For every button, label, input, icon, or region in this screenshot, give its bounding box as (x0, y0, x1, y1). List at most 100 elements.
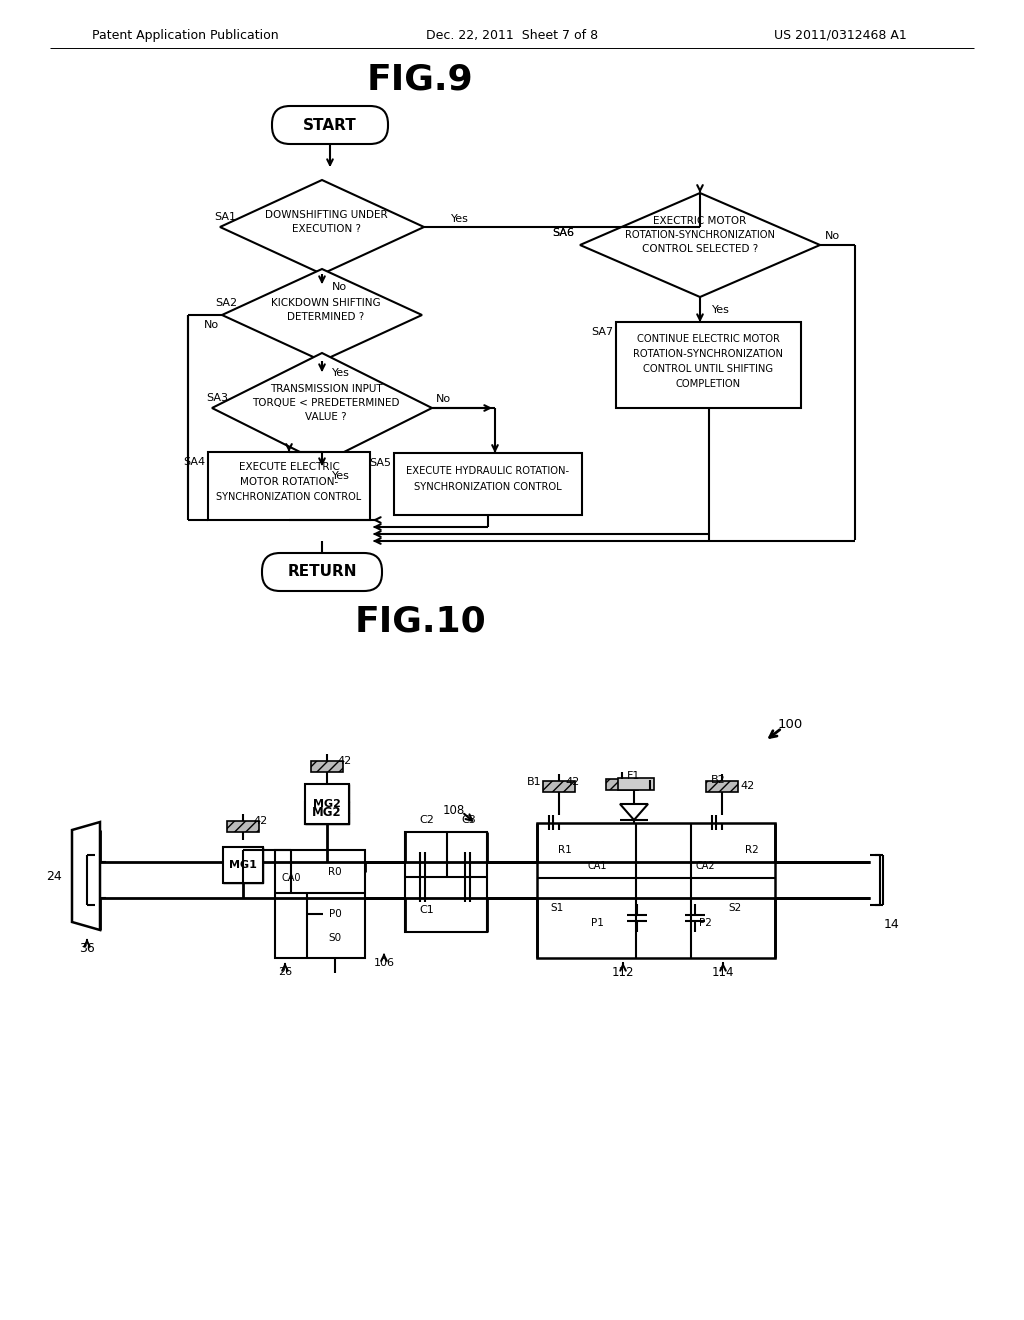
Polygon shape (72, 822, 100, 931)
Text: CA0: CA0 (282, 873, 301, 883)
Text: B1: B1 (526, 777, 541, 787)
Bar (305, 784, 349, 824)
Text: P1: P1 (591, 917, 603, 928)
Text: Yes: Yes (451, 214, 469, 224)
Text: Yes: Yes (332, 368, 350, 378)
Text: S2: S2 (728, 903, 741, 913)
Bar (223, 865, 263, 883)
Text: B2: B2 (711, 775, 725, 785)
Polygon shape (620, 804, 648, 820)
Text: 42: 42 (566, 777, 581, 787)
Text: C1: C1 (420, 906, 434, 915)
Text: 36: 36 (79, 941, 95, 954)
Text: 114: 114 (712, 965, 734, 978)
Text: TRANSMISSION INPUT: TRANSMISSION INPUT (269, 384, 382, 393)
Text: CA2: CA2 (695, 861, 715, 871)
Bar (305, 813, 349, 824)
Text: EXECTRIC MOTOR: EXECTRIC MOTOR (653, 216, 746, 226)
Text: No: No (825, 231, 840, 242)
Bar (406, 832, 487, 932)
Bar (223, 847, 263, 865)
Polygon shape (212, 352, 432, 463)
Bar (275, 850, 365, 958)
Text: 24: 24 (46, 870, 62, 883)
Polygon shape (222, 269, 422, 360)
Text: FIG.9: FIG.9 (367, 63, 473, 96)
Text: EXECUTE HYDRAULIC ROTATION-: EXECUTE HYDRAULIC ROTATION- (407, 466, 569, 477)
Text: 14: 14 (884, 919, 900, 932)
Text: SA6: SA6 (552, 228, 574, 238)
Text: START: START (303, 117, 357, 132)
Text: R1: R1 (558, 845, 571, 855)
Text: EXECUTE ELECTRIC: EXECUTE ELECTRIC (239, 462, 339, 473)
Text: EXECUTION ?: EXECUTION ? (292, 224, 360, 234)
Text: DOWNSHIFTING UNDER: DOWNSHIFTING UNDER (264, 210, 387, 220)
Text: MG2: MG2 (313, 799, 341, 809)
Text: 108: 108 (442, 804, 465, 817)
Text: Dec. 22, 2011  Sheet 7 of 8: Dec. 22, 2011 Sheet 7 of 8 (426, 29, 598, 41)
Text: SA1: SA1 (214, 213, 236, 222)
Bar (537, 822, 775, 958)
Text: Yes: Yes (332, 471, 350, 480)
Polygon shape (220, 180, 424, 275)
Bar (223, 847, 263, 883)
Text: R0: R0 (328, 867, 342, 876)
Text: P2: P2 (698, 917, 712, 928)
Text: Patent Application Publication: Patent Application Publication (92, 29, 279, 41)
Bar (305, 784, 349, 803)
Text: S1: S1 (550, 903, 563, 913)
Text: ROTATION-SYNCHRONIZATION: ROTATION-SYNCHRONIZATION (625, 230, 775, 240)
Text: F1: F1 (628, 771, 641, 781)
Text: No: No (332, 282, 347, 292)
Bar (618, 777, 654, 789)
Text: SA3: SA3 (206, 393, 228, 403)
Bar (305, 803, 349, 813)
FancyBboxPatch shape (262, 553, 382, 591)
Bar (208, 451, 370, 520)
Text: 42: 42 (338, 756, 352, 766)
Text: ROTATION-SYNCHRONIZATION: ROTATION-SYNCHRONIZATION (634, 348, 783, 359)
Text: SA7: SA7 (591, 327, 613, 337)
Text: US 2011/0312468 A1: US 2011/0312468 A1 (773, 29, 906, 41)
Text: 112: 112 (611, 965, 634, 978)
Bar (606, 779, 638, 789)
Bar (616, 322, 801, 408)
Polygon shape (580, 193, 820, 297)
Text: SA2: SA2 (215, 298, 238, 308)
Text: FIG.10: FIG.10 (354, 605, 485, 639)
Text: No: No (204, 319, 219, 330)
Text: COMPLETION: COMPLETION (676, 379, 741, 389)
Text: Yes: Yes (712, 305, 730, 315)
Text: SA6: SA6 (552, 228, 574, 238)
Text: C2: C2 (420, 814, 434, 825)
Text: R2: R2 (745, 845, 759, 855)
Text: 42: 42 (254, 816, 268, 826)
Text: MOTOR ROTATION-: MOTOR ROTATION- (240, 477, 338, 487)
Bar (311, 762, 343, 772)
Text: CONTROL UNTIL SHIFTING: CONTROL UNTIL SHIFTING (643, 364, 773, 374)
Bar (706, 781, 738, 792)
Text: CA1: CA1 (587, 861, 607, 871)
FancyBboxPatch shape (272, 106, 388, 144)
Text: CONTINUE ELECTRIC MOTOR: CONTINUE ELECTRIC MOTOR (637, 334, 780, 345)
Bar (227, 821, 259, 832)
Text: 42: 42 (741, 781, 755, 791)
Text: VALUE ?: VALUE ? (305, 412, 347, 422)
Text: SYNCHRONIZATION CONTROL: SYNCHRONIZATION CONTROL (414, 482, 562, 492)
Bar (394, 453, 582, 515)
Text: SYNCHRONIZATION CONTROL: SYNCHRONIZATION CONTROL (216, 492, 361, 502)
Text: CONTROL SELECTED ?: CONTROL SELECTED ? (642, 244, 758, 253)
Text: DETERMINED ?: DETERMINED ? (288, 312, 365, 322)
Bar (543, 781, 575, 792)
Text: 106: 106 (374, 958, 394, 968)
Text: RETURN: RETURN (288, 565, 356, 579)
Text: 26: 26 (278, 968, 292, 977)
Text: MG2: MG2 (312, 807, 342, 820)
Text: P0: P0 (329, 909, 341, 919)
Bar (305, 803, 349, 824)
Text: KICKDOWN SHIFTING: KICKDOWN SHIFTING (271, 298, 381, 308)
Text: MG1: MG1 (229, 861, 257, 870)
Text: 100: 100 (777, 718, 803, 731)
Text: S0: S0 (329, 933, 342, 942)
Text: SA4: SA4 (183, 457, 205, 467)
